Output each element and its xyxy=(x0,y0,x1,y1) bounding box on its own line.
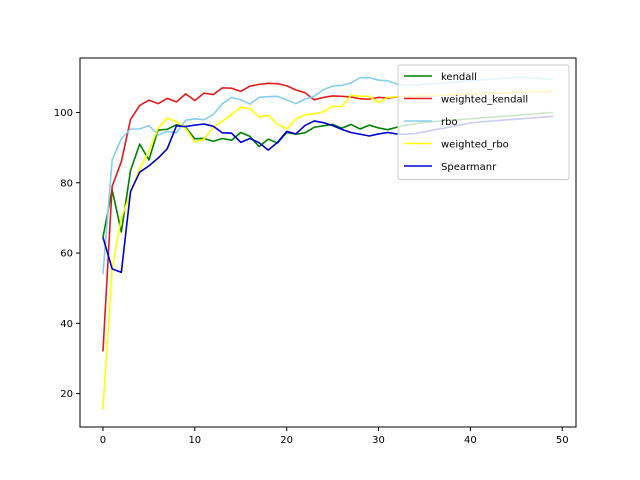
legend-box xyxy=(397,64,570,180)
x-tick-label: 0 xyxy=(100,435,106,446)
legend-label-Spearmanr: Spearmanr xyxy=(441,162,497,173)
legend-label-kendall: kendall xyxy=(441,72,477,83)
y-axis: 20 40 60 80 100 xyxy=(54,108,80,400)
plot-area-frame xyxy=(79,57,577,428)
x-tick-label: 40 xyxy=(464,435,477,446)
y-tick-label: 80 xyxy=(60,178,73,189)
x-tick-label: 30 xyxy=(372,435,385,446)
x-tick-label: 10 xyxy=(188,435,201,446)
legend-label-rbo: rbo xyxy=(441,117,458,128)
y-tick-label: 60 xyxy=(60,249,73,260)
x-tick-label: 20 xyxy=(280,435,293,446)
x-axis: 0 10 20 30 40 50 xyxy=(100,427,569,446)
y-tick-label: 100 xyxy=(54,108,73,119)
y-tick-label: 40 xyxy=(60,319,73,330)
y-tick-label: 20 xyxy=(60,389,73,400)
legend-label-weighted_kendall: weighted_kendall xyxy=(441,95,528,106)
legend-label-weighted_rbo: weighted_rbo xyxy=(441,140,509,151)
x-tick-label: 50 xyxy=(556,435,569,446)
